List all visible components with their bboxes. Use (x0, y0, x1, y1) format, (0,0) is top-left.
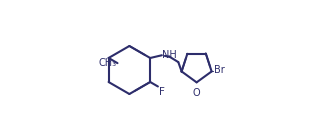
Text: NH: NH (162, 50, 177, 60)
Text: CH₃: CH₃ (99, 58, 117, 68)
Text: F: F (158, 87, 164, 97)
Text: Br: Br (214, 65, 224, 75)
Text: O: O (193, 88, 200, 98)
